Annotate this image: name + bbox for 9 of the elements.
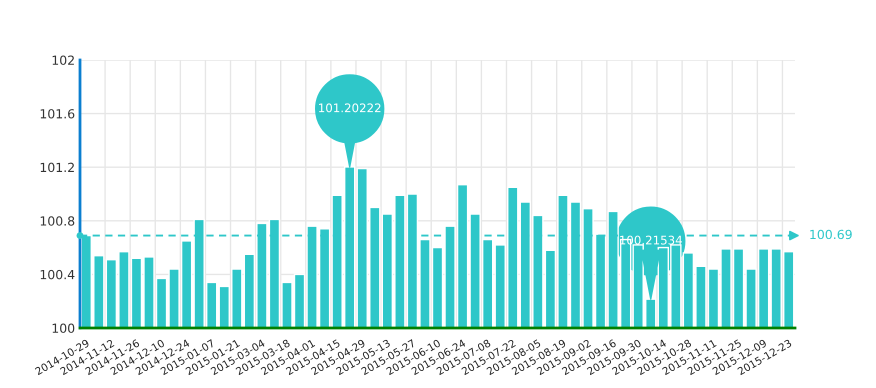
ref-line-label: 100.69 [810, 230, 852, 240]
y-tick-label: 101.2 [40, 162, 74, 172]
y-tick-label: 100 [52, 323, 74, 333]
y-tick-label: 100.8 [40, 216, 74, 226]
y-tick-label: 101.6 [40, 109, 74, 119]
y-tick-label: 100.4 [40, 270, 74, 280]
annotation: 101.20222 [319, 103, 380, 112]
annotation: 100.21534 [620, 236, 682, 245]
y-tick-label: 102 [52, 55, 74, 65]
